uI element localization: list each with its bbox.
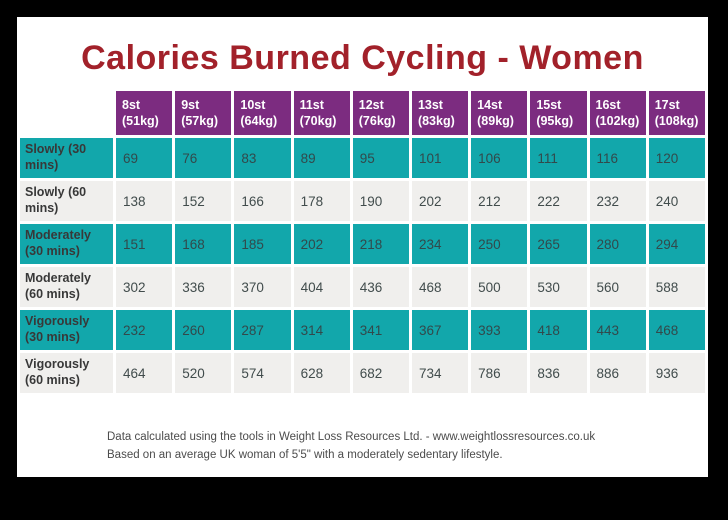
table-header: 8st (51kg) 9st (57kg) 10st (64kg) 11st (70kg) 12…: [20, 91, 705, 135]
table-cell: 265: [530, 224, 587, 264]
table-cell: 95: [352, 138, 409, 178]
table-cell: 341: [352, 310, 409, 350]
column-header: 15st (95kg): [530, 91, 587, 135]
table-cell: 520: [175, 353, 232, 393]
table-cell: 314: [293, 310, 350, 350]
table-cell: 530: [530, 267, 587, 307]
table-cell: 101: [411, 138, 469, 178]
column-header: 12st (76kg): [352, 91, 409, 135]
column-header: 13st (83kg): [411, 91, 469, 135]
table-cell: 370: [234, 267, 291, 307]
table-cell: 682: [352, 353, 409, 393]
row-label: Vigorously (60 mins): [20, 353, 113, 393]
table-cell: 232: [116, 310, 173, 350]
column-header: 16st (102kg): [589, 91, 646, 135]
table-cell: 222: [530, 181, 587, 221]
table-cell: 138: [116, 181, 173, 221]
column-header: 17st (108kg): [648, 91, 705, 135]
corner-cell: [20, 91, 113, 135]
table-cell: 443: [589, 310, 646, 350]
table-cell: 151: [116, 224, 173, 264]
table-cell: 152: [175, 181, 232, 221]
table-row: Slowly (30 mins) 69 76 83 89 95 101 106 111 116 12…: [20, 138, 705, 178]
column-header: 14st (89kg): [471, 91, 528, 135]
table-cell: 436: [352, 267, 409, 307]
table-cell: 786: [471, 353, 528, 393]
row-label: Slowly (60 mins): [20, 181, 113, 221]
table-cell: 302: [116, 267, 173, 307]
table-cell: 628: [293, 353, 350, 393]
table-cell: 574: [234, 353, 291, 393]
table-cell: 106: [471, 138, 528, 178]
table-cell: 500: [471, 267, 528, 307]
table-cell: 240: [648, 181, 705, 221]
table-cell: 202: [411, 181, 469, 221]
table-cell: 250: [471, 224, 528, 264]
table-cell: 166: [234, 181, 291, 221]
table-cell: 560: [589, 267, 646, 307]
table-row: Moderately (30 mins) 151 168 185 202 218 234 25…: [20, 224, 705, 264]
table-cell: 185: [234, 224, 291, 264]
column-header: 8st (51kg): [116, 91, 173, 135]
table-cell: 232: [589, 181, 646, 221]
table-cell: 234: [411, 224, 469, 264]
table-cell: 111: [530, 138, 587, 178]
footer-note: Data calculated using the tools in Weigh…: [107, 428, 595, 465]
row-label: Slowly (30 mins): [20, 138, 113, 178]
table-cell: 287: [234, 310, 291, 350]
table-cell: 468: [648, 310, 705, 350]
table-cell: 120: [648, 138, 705, 178]
infographic-page: Calories Burned Cycling - Women 8st (51kg…: [17, 17, 708, 477]
footer-line-2: Based on an average UK woman of 5'5" wit…: [107, 449, 503, 462]
row-label: Vigorously (30 mins): [20, 310, 113, 350]
table-cell: 336: [175, 267, 232, 307]
table-cell: 168: [175, 224, 232, 264]
table-cell: 468: [411, 267, 469, 307]
column-header: 11st (70kg): [293, 91, 350, 135]
page-title: Calories Burned Cycling - Women: [81, 39, 644, 77]
table-cell: 190: [352, 181, 409, 221]
table-cell: 588: [648, 267, 705, 307]
table-cell: 212: [471, 181, 528, 221]
table-body: Slowly (30 mins) 69 76 83 89 95 101 106 111 116 12…: [20, 138, 705, 393]
table-cell: 294: [648, 224, 705, 264]
table-cell: 76: [175, 138, 232, 178]
table-cell: 116: [589, 138, 646, 178]
table-cell: 83: [234, 138, 291, 178]
column-header: 10st (64kg): [234, 91, 291, 135]
table-cell: 936: [648, 353, 705, 393]
table-cell: 89: [293, 138, 350, 178]
table-cell: 393: [471, 310, 528, 350]
table-cell: 464: [116, 353, 173, 393]
table-cell: 178: [293, 181, 350, 221]
table-row: Vigorously (60 mins) 464 520 574 628 682 734 78…: [20, 353, 705, 393]
table-cell: 404: [293, 267, 350, 307]
table-cell: 218: [352, 224, 409, 264]
row-label: Moderately (30 mins): [20, 224, 113, 264]
table-cell: 260: [175, 310, 232, 350]
table-cell: 418: [530, 310, 587, 350]
table-cell: 734: [411, 353, 469, 393]
table-cell: 280: [589, 224, 646, 264]
footer-line-1: Data calculated using the tools in Weigh…: [107, 431, 596, 443]
table-row: Slowly (60 mins) 138 152 166 178 190 202 212 222…: [20, 181, 705, 221]
table-row: Moderately (60 mins) 302 336 370 404 436 468 50…: [20, 267, 705, 307]
row-label: Moderately (60 mins): [20, 267, 113, 307]
table-cell: 69: [116, 138, 173, 178]
calories-table: 8st (51kg) 9st (57kg) 10st (64kg) 11st (70kg) 12…: [17, 88, 708, 396]
table-cell: 202: [293, 224, 350, 264]
header-row: 8st (51kg) 9st (57kg) 10st (64kg) 11st (70kg) 12…: [20, 91, 705, 135]
table-cell: 886: [589, 353, 646, 393]
table-row: Vigorously (30 mins) 232 260 287 314 341 367 39…: [20, 310, 705, 350]
column-header: 9st (57kg): [175, 91, 232, 135]
table-cell: 836: [530, 353, 587, 393]
table-cell: 367: [411, 310, 469, 350]
